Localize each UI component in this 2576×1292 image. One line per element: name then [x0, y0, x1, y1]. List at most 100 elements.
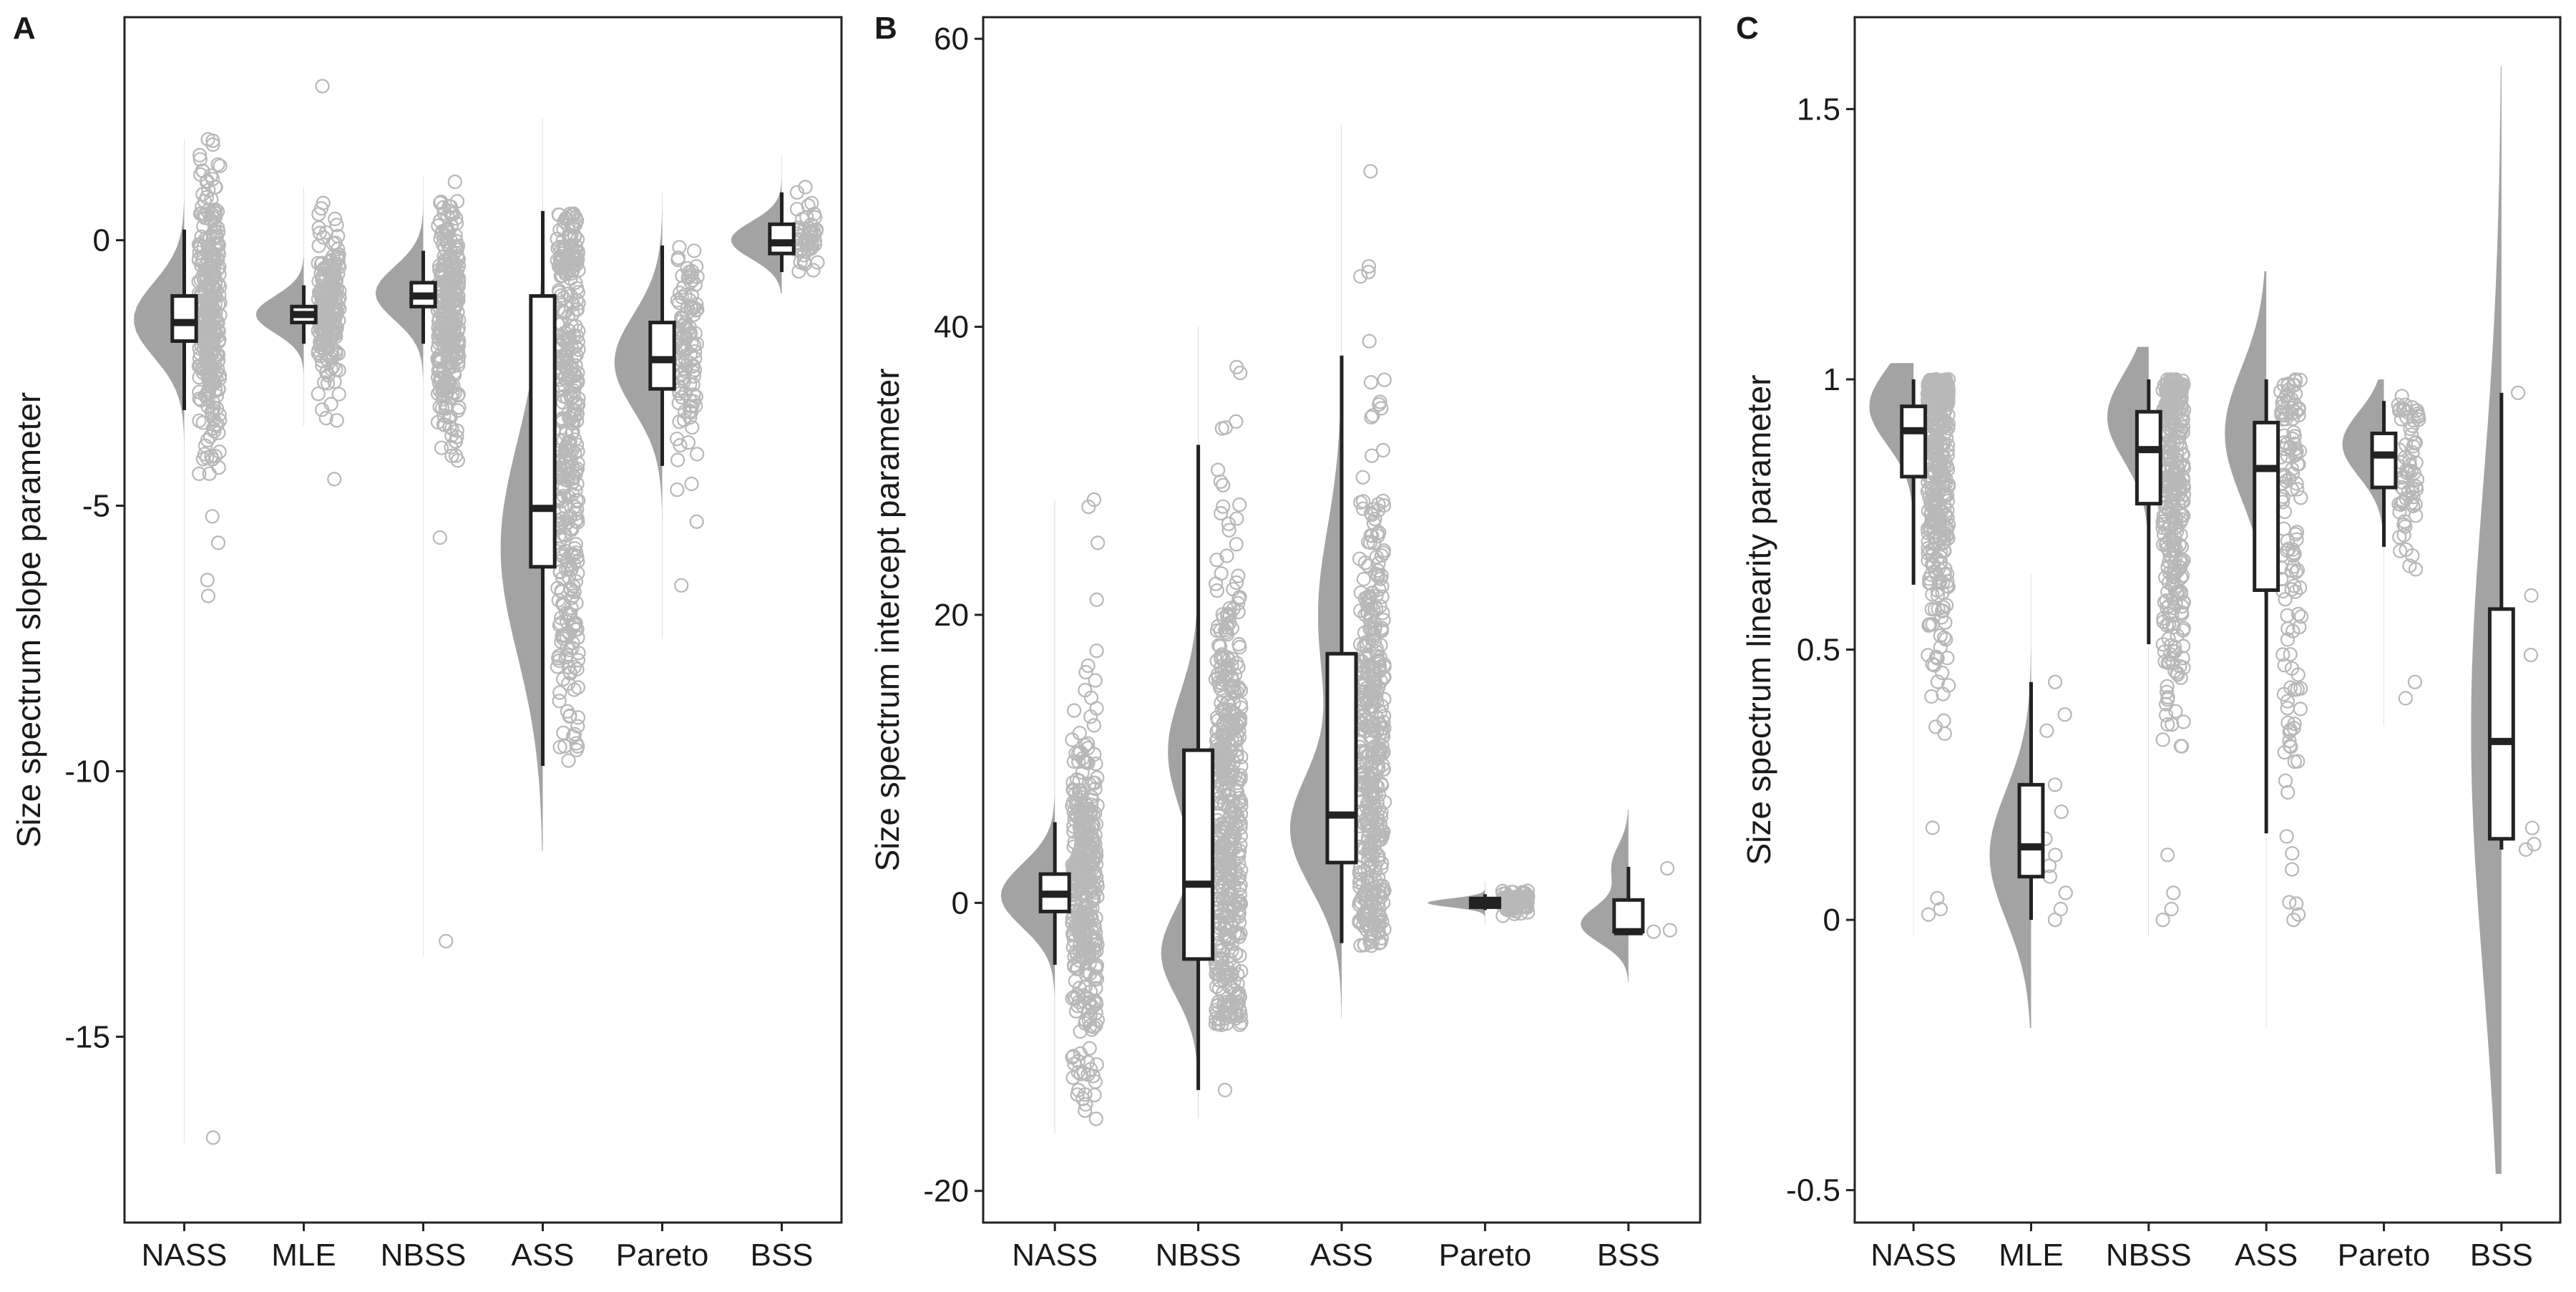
data-point — [2286, 720, 2301, 736]
group-mle — [1989, 573, 2073, 1029]
data-point — [1366, 502, 1381, 517]
data-point — [192, 384, 207, 399]
data-point — [566, 206, 581, 221]
data-point — [2285, 846, 2300, 861]
density-violin — [1000, 500, 1055, 1134]
data-point — [1221, 523, 1236, 538]
data-point — [2280, 448, 2295, 464]
data-point — [317, 375, 332, 390]
data-point — [205, 452, 220, 467]
data-point — [2280, 608, 2295, 623]
density-violin — [1161, 326, 1199, 1119]
data-point — [191, 237, 207, 252]
data-point — [807, 227, 822, 242]
data-point — [1360, 605, 1375, 620]
data-point — [2160, 847, 2175, 863]
data-point — [206, 412, 222, 427]
data-point — [1070, 988, 1085, 1003]
data-point — [2289, 525, 2305, 540]
data-point — [2288, 441, 2303, 457]
box-iqr — [1182, 748, 1215, 961]
data-point — [1231, 568, 1246, 583]
data-point — [1925, 393, 1940, 408]
data-point — [1368, 815, 1383, 830]
data-point — [1081, 499, 1096, 515]
data-point — [1215, 499, 1231, 514]
density-violin — [731, 155, 782, 293]
data-point — [1068, 746, 1083, 761]
data-point — [1088, 996, 1104, 1011]
data-point — [441, 356, 456, 371]
data-point — [1209, 961, 1224, 976]
data-point — [2160, 717, 2175, 732]
data-point — [212, 288, 227, 303]
density-violin — [1581, 809, 1629, 983]
data-point — [571, 296, 586, 311]
data-point — [2158, 537, 2173, 552]
data-point — [2283, 739, 2298, 754]
data-point — [1355, 501, 1371, 516]
data-point — [1209, 583, 1225, 598]
data-point — [670, 452, 686, 467]
y-tick-label: 60 — [934, 21, 969, 57]
data-point — [807, 237, 822, 252]
data-point — [2290, 606, 2306, 622]
data-point — [1079, 885, 1094, 901]
data-point — [1217, 965, 1232, 980]
data-point — [317, 342, 333, 357]
data-point — [1925, 820, 1940, 835]
data-point — [1231, 591, 1246, 606]
data-point — [2157, 527, 2172, 543]
box-iqr — [2253, 420, 2280, 592]
data-point — [684, 267, 699, 282]
y-tick-label: -15 — [64, 1019, 110, 1054]
data-point — [1662, 923, 1677, 938]
data-point — [1088, 673, 1103, 688]
data-point — [804, 195, 819, 210]
data-point — [1088, 933, 1103, 948]
data-point — [1083, 871, 1098, 887]
data-point — [311, 220, 326, 235]
data-point — [675, 280, 691, 295]
data-point — [1372, 745, 1387, 761]
box-iqr — [768, 222, 796, 256]
data-point — [1078, 754, 1093, 769]
data-point — [313, 257, 328, 272]
data-point — [1087, 880, 1102, 895]
data-point — [205, 137, 220, 152]
data-point — [200, 573, 215, 588]
data-point — [1367, 511, 1382, 527]
data-point — [2285, 431, 2300, 447]
data-point — [1921, 617, 1936, 632]
data-point — [1089, 870, 1104, 885]
data-point — [1221, 516, 1236, 531]
data-point — [558, 650, 573, 665]
data-point — [201, 356, 216, 371]
data-point — [191, 253, 206, 268]
data-point — [1229, 511, 1244, 526]
data-point — [1073, 823, 1088, 839]
data-point — [205, 249, 220, 264]
x-tick-label: NBSS — [2106, 1238, 2192, 1273]
data-point — [1069, 798, 1085, 813]
data-point — [315, 402, 330, 417]
data-point — [551, 258, 567, 273]
data-point — [686, 299, 701, 314]
data-point — [447, 174, 462, 190]
data-point — [192, 466, 207, 482]
data-point — [2174, 396, 2189, 412]
data-point — [1370, 833, 1385, 848]
data-point — [1088, 756, 1103, 772]
data-point — [449, 268, 464, 283]
group-nbss — [2107, 346, 2192, 936]
data-point — [201, 321, 216, 336]
data-point — [1080, 658, 1096, 674]
data-point — [2164, 901, 2179, 917]
data-point — [1362, 787, 1377, 803]
data-point — [2273, 384, 2288, 399]
data-point — [2275, 407, 2290, 422]
data-point — [329, 413, 344, 428]
data-point — [688, 259, 704, 274]
data-point — [1365, 916, 1380, 931]
data-point — [1221, 884, 1236, 899]
